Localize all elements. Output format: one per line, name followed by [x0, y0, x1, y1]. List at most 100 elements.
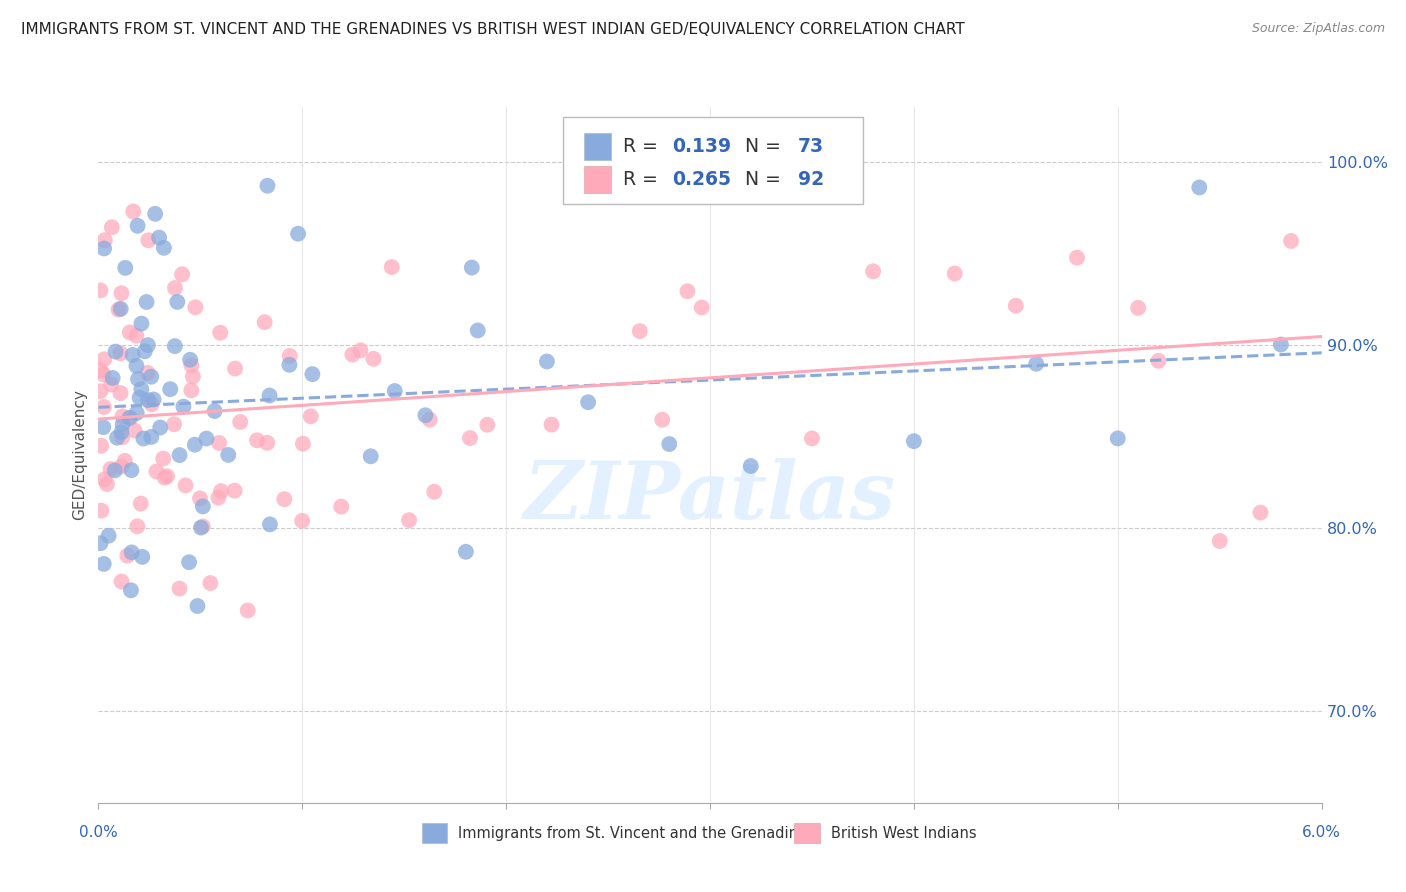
Point: [101, 371, 124, 385]
Point: [118, 410, 141, 425]
Point: [136, 393, 159, 408]
Point: [118, 326, 141, 340]
Point: [127, 372, 149, 386]
Point: [104, 344, 127, 359]
Point: [862, 264, 884, 278]
Point: [1249, 506, 1271, 520]
Point: [163, 281, 186, 295]
Point: [299, 409, 322, 424]
Text: 0.139: 0.139: [672, 137, 731, 156]
Point: [172, 268, 194, 282]
Point: [93, 242, 115, 256]
Point: [163, 339, 186, 353]
Point: [256, 178, 278, 193]
Point: [138, 233, 160, 247]
Point: [381, 260, 404, 274]
Point: [120, 411, 142, 425]
Point: [259, 388, 281, 402]
Point: [172, 400, 194, 414]
Point: [224, 483, 246, 498]
Point: [1270, 337, 1292, 351]
Point: [169, 582, 191, 596]
Point: [110, 346, 132, 360]
Point: [132, 432, 155, 446]
Point: [100, 377, 122, 392]
Point: [209, 484, 232, 499]
Point: [423, 484, 446, 499]
Point: [136, 366, 159, 380]
Point: [163, 417, 186, 432]
Point: [179, 352, 201, 367]
Point: [89, 363, 111, 377]
Point: [96, 477, 118, 491]
Point: [415, 409, 437, 423]
Point: [1004, 299, 1026, 313]
Point: [110, 386, 132, 401]
Point: [1107, 432, 1129, 446]
Point: [256, 435, 278, 450]
Point: [93, 472, 115, 486]
Point: [120, 463, 142, 477]
Point: [110, 301, 132, 316]
Point: [278, 349, 301, 363]
Point: [156, 469, 179, 483]
Point: [1279, 234, 1302, 248]
Point: [129, 497, 152, 511]
Point: [131, 382, 153, 396]
Point: [141, 430, 163, 444]
Point: [454, 545, 477, 559]
Point: [94, 233, 117, 247]
Point: [1066, 251, 1088, 265]
Point: [273, 492, 295, 507]
Point: [1025, 357, 1047, 371]
Point: [458, 431, 481, 445]
Point: [360, 450, 382, 464]
Point: [207, 491, 229, 505]
Point: [676, 284, 699, 298]
Point: [1147, 354, 1170, 368]
Point: [131, 317, 153, 331]
Point: [181, 369, 204, 384]
Point: [628, 324, 651, 338]
Point: [349, 343, 371, 358]
Point: [287, 227, 309, 241]
Point: [801, 431, 824, 445]
Point: [114, 260, 136, 275]
Point: [651, 413, 673, 427]
Point: [93, 352, 115, 367]
Bar: [583, 166, 612, 193]
Point: [152, 451, 174, 466]
Text: 73: 73: [799, 137, 824, 156]
Point: [93, 400, 115, 414]
Point: [461, 260, 484, 275]
Point: [125, 328, 148, 343]
Point: [186, 599, 208, 613]
Text: 0.0%: 0.0%: [79, 825, 118, 840]
Point: [253, 315, 276, 329]
Point: [184, 300, 207, 314]
Text: British West Indians: British West Indians: [831, 826, 977, 840]
Point: [690, 301, 713, 315]
Point: [90, 439, 112, 453]
Point: [278, 358, 301, 372]
Point: [630, 164, 652, 178]
Point: [1208, 533, 1230, 548]
Point: [143, 207, 166, 221]
Point: [89, 536, 111, 550]
Text: 6.0%: 6.0%: [1302, 825, 1341, 840]
Point: [291, 514, 314, 528]
Point: [384, 384, 406, 398]
Point: [110, 425, 132, 439]
Point: [89, 284, 111, 298]
Point: [209, 326, 232, 340]
Point: [134, 344, 156, 359]
Point: [477, 417, 499, 432]
Point: [576, 395, 599, 409]
Point: [184, 438, 207, 452]
Point: [104, 463, 127, 477]
Point: [342, 348, 364, 362]
Point: [229, 415, 252, 429]
Point: [1188, 180, 1211, 194]
Point: [97, 529, 120, 543]
Point: [330, 500, 353, 514]
